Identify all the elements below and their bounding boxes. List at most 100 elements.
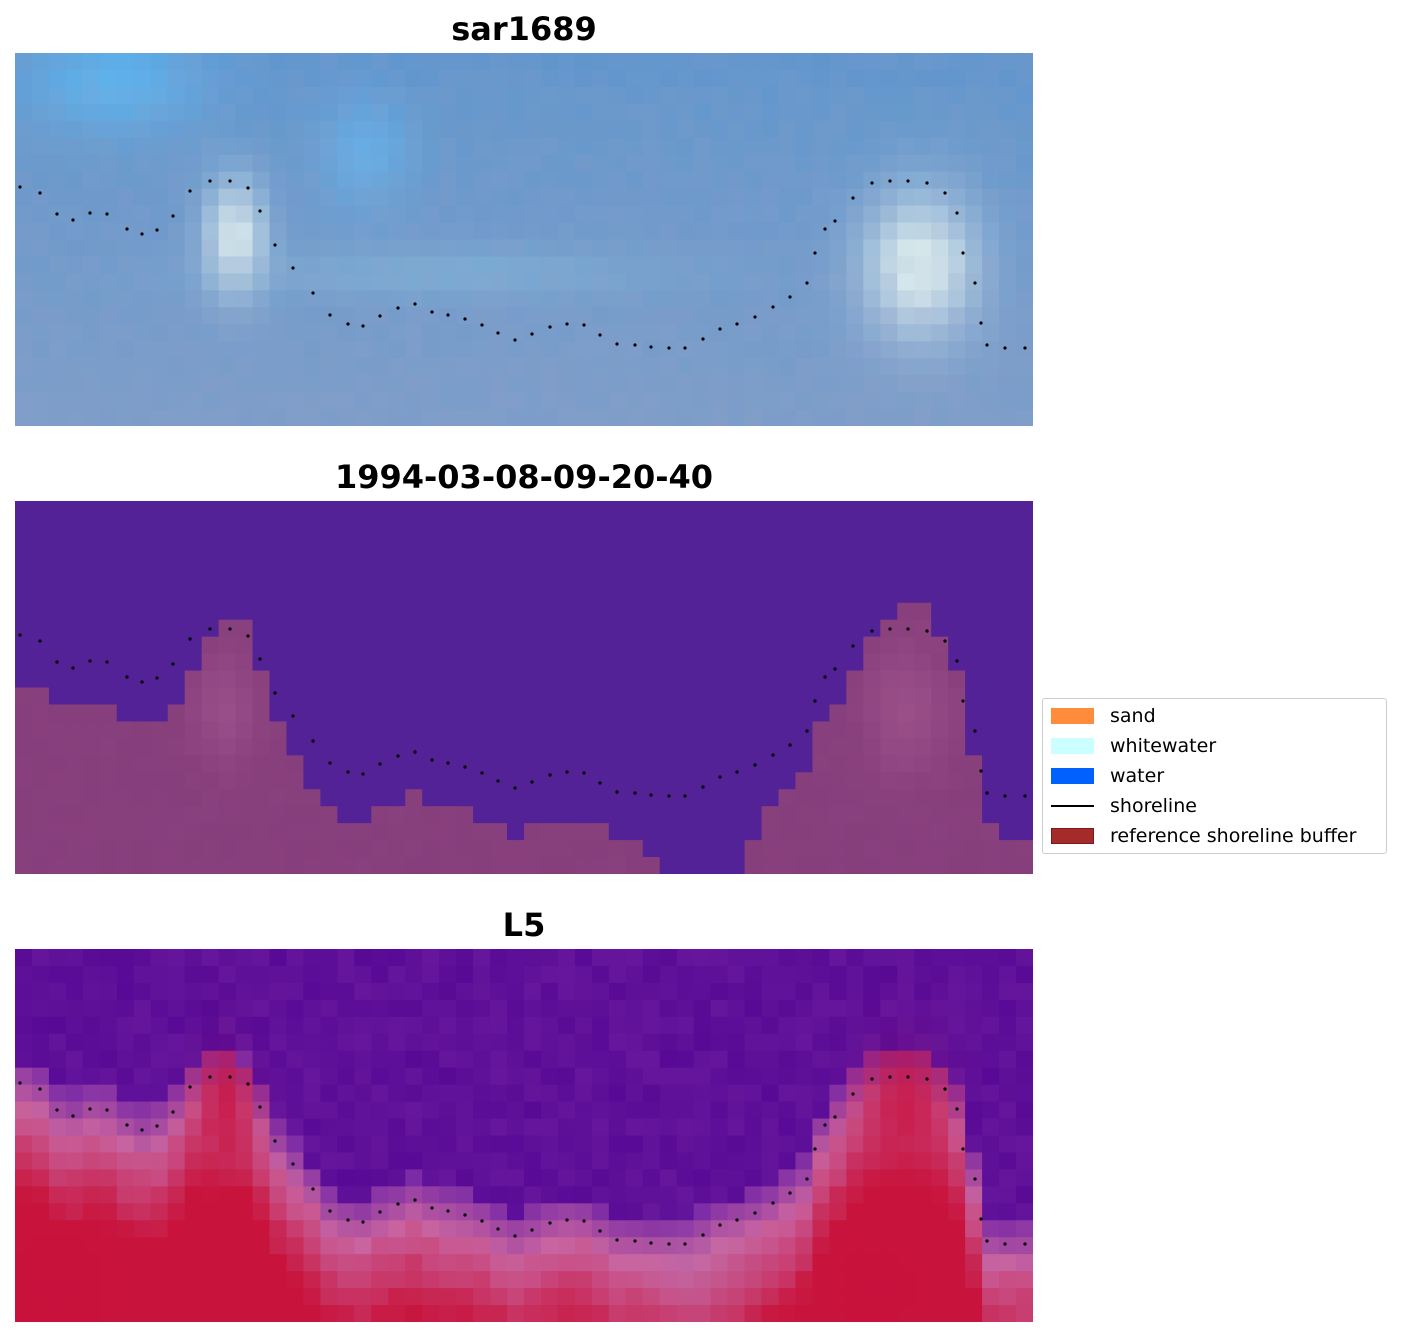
- raster-cell: [761, 341, 780, 359]
- raster-cell: [371, 341, 389, 359]
- raster-cell: [201, 86, 220, 105]
- raster-cell: [897, 273, 915, 291]
- shoreline-point: [771, 1201, 775, 1205]
- raster-cell: [303, 840, 321, 858]
- raster-cell: [422, 585, 440, 604]
- raster-cell: [303, 1135, 321, 1154]
- raster-cell: [829, 273, 847, 291]
- raster-cell: [473, 1288, 491, 1306]
- raster-cell: [405, 653, 423, 672]
- raster-cell: [965, 772, 983, 790]
- raster-cell: [931, 687, 949, 706]
- raster-cell: [880, 1118, 898, 1137]
- raster-cell: [167, 568, 186, 587]
- raster-cell: [405, 1135, 423, 1154]
- shoreline-point: [851, 196, 855, 200]
- raster-cell: [133, 1067, 152, 1086]
- raster-cell: [116, 86, 135, 105]
- raster-cell: [591, 307, 610, 325]
- raster-cell: [473, 358, 491, 376]
- raster-cell: [744, 341, 763, 359]
- raster-cell: [337, 857, 355, 874]
- raster-cell: [659, 290, 678, 308]
- raster-cell: [473, 375, 491, 393]
- raster-cell: [31, 1016, 50, 1035]
- raster-cell: [897, 1288, 915, 1306]
- raster-cell: [15, 1033, 33, 1052]
- raster-cell: [48, 1220, 67, 1238]
- raster-cell: [693, 324, 712, 342]
- raster-cell: [846, 772, 864, 790]
- raster-cell: [914, 137, 932, 156]
- raster-cell: [490, 1254, 508, 1272]
- raster-cell: [405, 290, 423, 308]
- shoreline-point: [973, 281, 977, 285]
- raster-cell: [676, 69, 695, 88]
- raster-cell: [269, 738, 288, 756]
- raster-cell: [761, 1220, 780, 1238]
- raster-cell: [744, 205, 763, 224]
- raster-cell: [897, 999, 915, 1018]
- raster-cell: [965, 1271, 983, 1289]
- raster-cell: [286, 205, 305, 224]
- raster-cell: [235, 1203, 254, 1221]
- raster-cell: [286, 1152, 305, 1170]
- raster-cell: [218, 517, 237, 536]
- raster-cell: [490, 534, 508, 553]
- raster-cell: [252, 1220, 271, 1238]
- raster-cell: [812, 721, 830, 739]
- raster-cell: [439, 619, 457, 638]
- raster-cell: [574, 653, 593, 672]
- raster-cell: [778, 324, 797, 342]
- raster-cell: [371, 120, 389, 139]
- raster-cell: [642, 704, 661, 722]
- raster-cell: [456, 205, 474, 224]
- raster-cell: [405, 154, 423, 173]
- panel-l5-image: [15, 949, 1033, 1322]
- raster-cell: [235, 789, 254, 807]
- raster-cell: [574, 840, 593, 858]
- raster-cell: [880, 704, 898, 722]
- raster-cell: [829, 789, 847, 807]
- raster-cell: [405, 120, 423, 139]
- raster-cell: [167, 1305, 186, 1322]
- raster-cell: [371, 103, 389, 122]
- raster-cell: [948, 154, 966, 173]
- raster-cell: [693, 721, 712, 739]
- raster-cell: [982, 585, 1000, 604]
- raster-cell: [812, 517, 830, 536]
- raster-cell: [286, 517, 305, 536]
- raster-cell: [812, 137, 830, 156]
- legend: sand whitewater water shoreline referenc…: [1042, 698, 1387, 854]
- raster-cell: [914, 551, 932, 570]
- raster-cell: [99, 69, 118, 88]
- raster-cell: [524, 823, 542, 841]
- raster-cell: [150, 949, 169, 967]
- raster-cell: [999, 205, 1017, 224]
- raster-cell: [456, 789, 474, 807]
- raster-cell: [761, 205, 780, 224]
- raster-cell: [659, 1084, 678, 1103]
- raster-cell: [82, 1033, 101, 1052]
- raster-cell: [116, 1033, 135, 1052]
- raster-cell: [897, 636, 915, 655]
- raster-cell: [676, 1271, 695, 1289]
- raster-cell: [795, 341, 814, 359]
- raster-cell: [642, 1271, 661, 1289]
- raster-cell: [99, 738, 118, 756]
- raster-cell: [710, 239, 729, 258]
- raster-cell: [439, 789, 457, 807]
- raster-cell: [897, 341, 915, 359]
- raster-cell: [540, 840, 559, 858]
- raster-cell: [405, 965, 423, 984]
- raster-cell: [948, 704, 966, 722]
- raster-cell: [846, 1050, 864, 1069]
- raster-cell: [320, 1305, 338, 1322]
- raster-cell: [557, 1101, 576, 1120]
- raster-cell: [354, 965, 372, 984]
- shoreline-point: [346, 770, 350, 774]
- raster-cell: [422, 1050, 440, 1069]
- raster-cell: [218, 653, 237, 672]
- raster-cell: [795, 239, 814, 258]
- raster-cell: [65, 1135, 84, 1154]
